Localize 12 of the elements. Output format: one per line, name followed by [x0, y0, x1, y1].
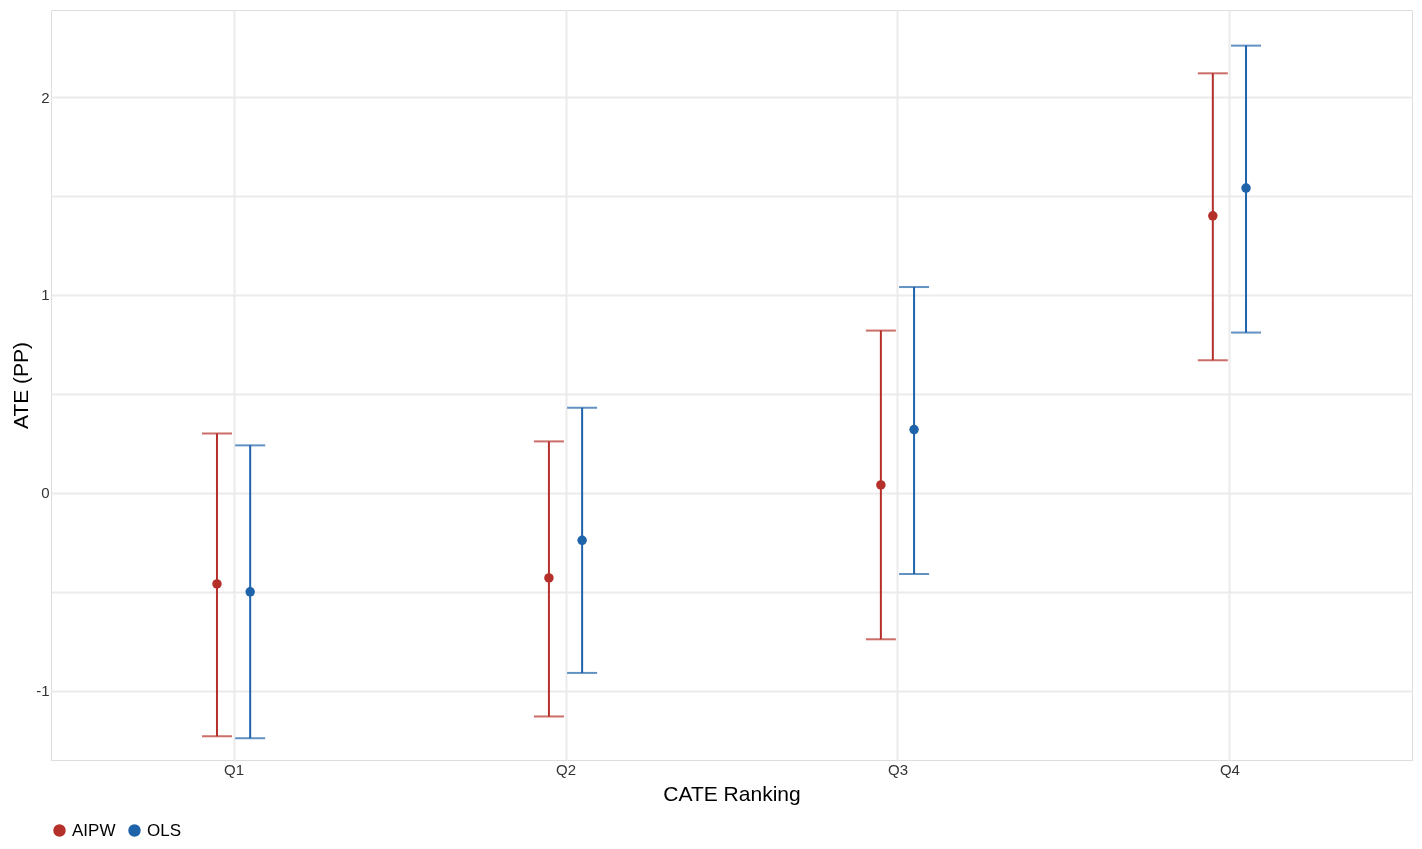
y-axis-title: ATE (PP): [9, 341, 33, 430]
x-tick-label: Q4: [1219, 760, 1240, 778]
x-tick-label: Q3: [887, 760, 908, 778]
x-tick-label: Q2: [556, 760, 577, 778]
x-tick-label: Q1: [224, 760, 245, 778]
y-tick-label: 1: [41, 286, 50, 304]
x-axis-title: CATE Ranking: [663, 781, 801, 805]
y-tick-label: 0: [41, 484, 50, 502]
legend-label: OLS: [147, 820, 182, 840]
y-tick-label: -1: [36, 682, 50, 700]
y-tick-label: 2: [41, 88, 50, 106]
legend-label: AIPW: [72, 820, 116, 840]
